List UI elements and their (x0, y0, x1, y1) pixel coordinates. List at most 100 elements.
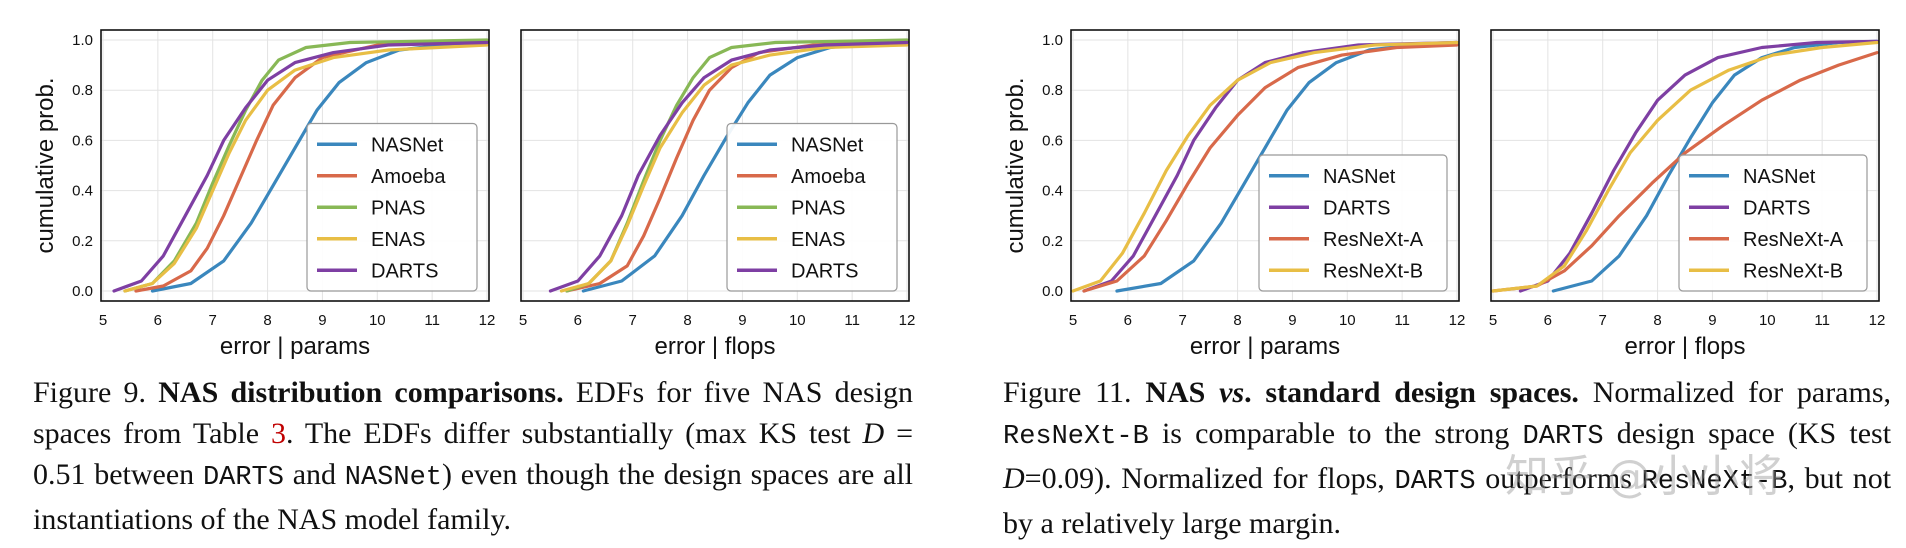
x-tick-label: 7 (629, 312, 637, 329)
caption-text: is comparable to the strong (1161, 417, 1510, 450)
x-tick-label: 9 (1708, 312, 1716, 329)
x-tick-label: 5 (99, 312, 107, 329)
x-tick-label: 12 (899, 312, 916, 329)
series-line-resnext-a (1082, 43, 1459, 293)
series-line-darts (548, 40, 909, 293)
figure-11-label: Figure 11. (1003, 376, 1132, 409)
x-tick-label: 6 (1124, 312, 1132, 329)
x-tick-label: 5 (1069, 312, 1077, 329)
code-term: DARTS (202, 463, 284, 493)
charts-figure: 5 6 7 8 9 10 11 12 0.0 0.2 0.4 0.6 0.8 1.0 error | par… (32, 29, 1886, 360)
legend-box (306, 122, 478, 292)
x-tick-label: 8 (263, 312, 271, 329)
legend-box (726, 122, 898, 292)
plot-frame (1490, 29, 1880, 302)
series-line-resnext-a (1491, 50, 1879, 293)
x-tick-label: 11 (844, 312, 860, 329)
series-line-darts (1518, 39, 1879, 293)
x-tick-label: 7 (1179, 312, 1187, 329)
y-tick-label: 1.0 (72, 32, 93, 49)
caption-text: Normalized for params, (1592, 376, 1892, 409)
x-tick-label: 8 (1653, 312, 1661, 329)
x-tick-label: 10 (1759, 312, 1776, 329)
legend-label: ResNeXt-A (1323, 229, 1424, 251)
caption-text: EDFs for five NAS design spaces from Tab… (33, 376, 914, 450)
y-tick-label: 0.0 (1042, 283, 1063, 300)
legend-box (1258, 154, 1448, 292)
legend-label: ResNeXt-B (1743, 260, 1843, 282)
legend-label: ResNeXt-B (1323, 260, 1423, 282)
y-tick-label: 0.0 (72, 283, 93, 300)
code-term: ResNeXt-B (1641, 467, 1788, 497)
series-line-enas (123, 43, 489, 293)
x-axis-label: error | params (220, 333, 370, 360)
series-line-darts (112, 40, 489, 293)
code-term: NASNet (344, 463, 442, 493)
legend-label: PNAS (791, 197, 845, 219)
series-line-darts (1082, 40, 1459, 293)
x-tick-label: 9 (318, 312, 326, 329)
legend-label: DARTS (1743, 197, 1810, 219)
caption-text: and (292, 458, 337, 491)
plot-frame (1070, 29, 1460, 302)
math-variable: D (862, 417, 885, 450)
x-tick-label: 11 (424, 312, 440, 329)
legend-label: NASNet (1743, 166, 1816, 188)
legend-box (1678, 154, 1868, 292)
figure-9-label: Figure 9. (33, 376, 147, 409)
legend-label: DARTS (1323, 197, 1390, 219)
y-tick-label: 0.2 (72, 233, 93, 250)
y-tick-label: 0.4 (72, 183, 93, 200)
series-line-resnext-b (1491, 40, 1879, 293)
code-term: DARTS (1522, 422, 1604, 452)
x-axis-label: error | params (1190, 333, 1340, 360)
x-tick-label: 12 (1869, 312, 1886, 329)
figure-11-caption: Figure 11. NAS vs. standard design space… (1003, 372, 1891, 544)
x-tick-label: 12 (479, 312, 496, 329)
x-tick-label: 11 (1394, 312, 1410, 329)
y-axis-label: cumulative prob. (32, 77, 59, 253)
x-tick-label: 11 (1814, 312, 1830, 329)
x-tick-label: 8 (683, 312, 691, 329)
x-tick-label: 6 (1544, 312, 1552, 329)
x-tick-label: 10 (1339, 312, 1356, 329)
code-term: DARTS (1394, 467, 1476, 497)
y-tick-label: 0.6 (72, 132, 93, 149)
caption-text: = 0.51 between (33, 417, 914, 491)
x-tick-label: 9 (738, 312, 746, 329)
series-line-resnext-b (1071, 40, 1459, 293)
legend-label: Amoeba (371, 166, 446, 188)
x-tick-label: 8 (1233, 312, 1241, 329)
y-tick-label: 0.8 (1042, 82, 1063, 99)
caption-text: ) even though the design spaces are all … (33, 458, 914, 536)
code-term: ResNeXt-B (1003, 422, 1149, 452)
legend-label: Amoeba (791, 166, 866, 188)
table-reference-link[interactable]: 3 (270, 417, 286, 450)
y-axis-label: cumulative prob. (1002, 77, 1029, 253)
caption-text: =0.09). Normalized for flops, (1024, 462, 1385, 495)
legend-label: ENAS (791, 229, 845, 251)
x-tick-label: 6 (574, 312, 582, 329)
y-tick-label: 0.4 (1042, 183, 1063, 200)
x-tick-label: 5 (519, 312, 527, 329)
math-variable: D (1003, 462, 1025, 495)
caption-text: outperforms (1485, 462, 1632, 495)
y-tick-label: 0.6 (1042, 132, 1063, 149)
x-tick-label: 5 (1489, 312, 1497, 329)
legend-label: ResNeXt-A (1743, 229, 1844, 251)
y-tick-label: 0.8 (72, 82, 93, 99)
x-tick-label: 10 (369, 312, 386, 329)
series-line-enas (559, 43, 909, 293)
legend-label: NASNet (791, 134, 864, 156)
x-tick-label: 7 (209, 312, 217, 329)
x-axis-label: error | flops (1625, 333, 1746, 360)
series-line-nasnet (1551, 39, 1879, 293)
x-tick-label: 9 (1288, 312, 1296, 329)
legend-label: PNAS (371, 197, 425, 219)
caption-text: . The EDFs differ substantially (max KS … (285, 417, 851, 450)
caption-text: design space (KS test (1616, 417, 1892, 450)
y-tick-label: 1.0 (1042, 32, 1063, 49)
legend-label: NASNet (371, 134, 444, 156)
x-tick-label: 12 (1449, 312, 1466, 329)
figure-11-title: NAS vs. standard design spaces. (1145, 376, 1579, 409)
